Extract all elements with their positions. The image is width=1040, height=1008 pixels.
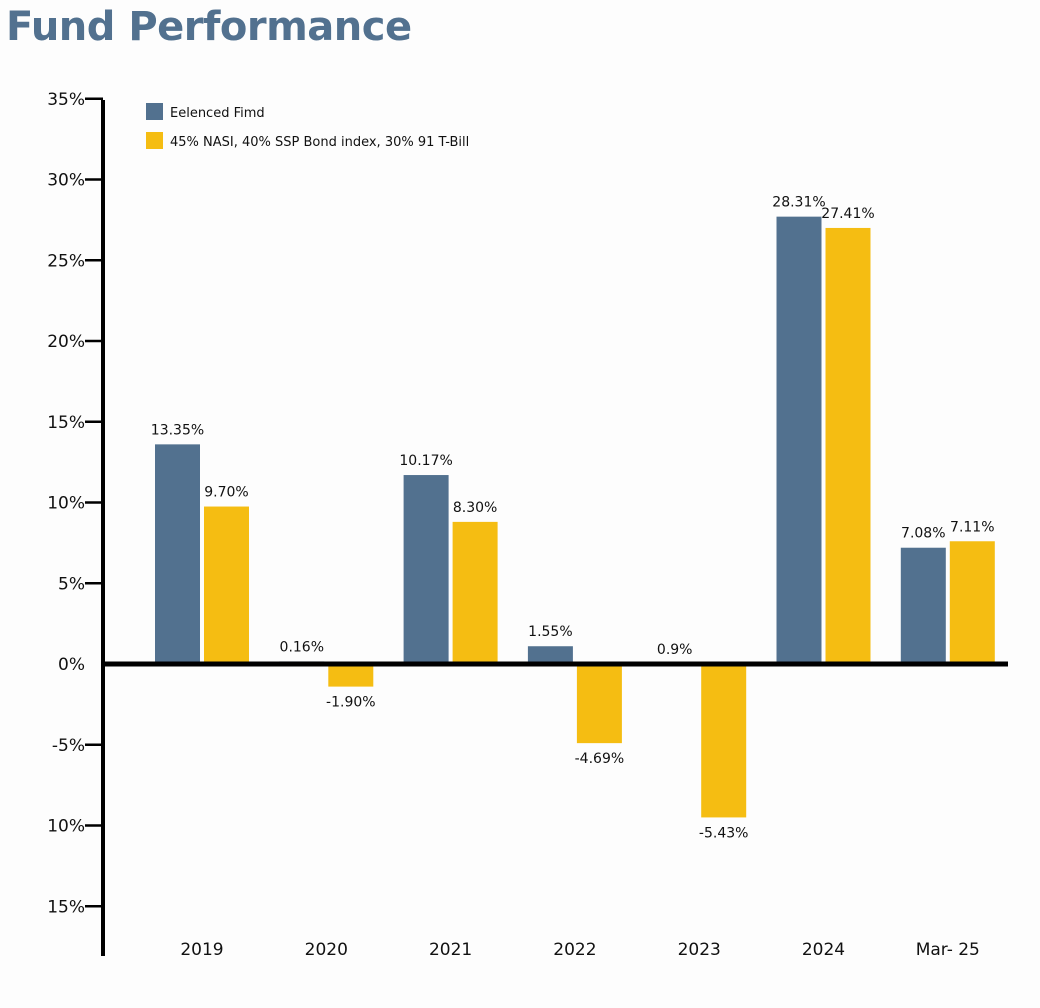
y-tick-label: 20% <box>47 332 85 352</box>
y-tick-label: 5% <box>58 574 85 594</box>
data-label: -5.43% <box>699 825 749 841</box>
data-labels: 13.35% 9.70% 0.16% -1.90% 10.17% 8.30% 1.55% -4… <box>151 195 995 842</box>
bar-benchmark-Mar-25 <box>949 541 995 664</box>
bar-benchmark-2024 <box>825 227 871 664</box>
y-tick-label: 15% <box>47 413 85 433</box>
y-tick-label: 25% <box>47 251 85 271</box>
y-tick-label: 10% <box>47 817 85 837</box>
bar-balanced-fund-Mar-25 <box>900 547 946 664</box>
bar-benchmark-2023 <box>701 664 747 818</box>
y-tick-label: 35% <box>47 90 85 110</box>
x-category-label: 2021 <box>429 940 472 960</box>
y-axis: 35% 30% 25% 20% 15% 10% 5% 0% -5% 10% 15% <box>47 90 105 956</box>
data-label: 27.41% <box>821 206 874 222</box>
bars <box>155 216 995 818</box>
legend-swatch-balanced-fund <box>146 103 163 120</box>
x-category-label: Mar- 25 <box>916 940 980 960</box>
y-tick-label: 0% <box>58 655 85 675</box>
bar-benchmark-2020 <box>328 664 374 687</box>
x-axis: 2019 2020 2021 2022 2023 2024 Mar- 25 <box>101 661 1008 960</box>
x-category-label: 2019 <box>180 940 223 960</box>
data-label: 28.31% <box>772 195 825 211</box>
data-label: 0.16% <box>280 639 324 655</box>
x-category-label: 2024 <box>802 940 845 960</box>
bar-balanced-fund-2022 <box>527 646 573 664</box>
data-label: 7.11% <box>950 519 994 535</box>
data-label: 10.17% <box>399 453 452 469</box>
bar-balanced-fund-2024 <box>776 216 822 664</box>
y-tick-label: -5% <box>52 736 85 756</box>
x-category-label: 2022 <box>553 940 596 960</box>
legend-label-benchmark: 45% NASI, 40% SSP Bond index, 30% 91 T-B… <box>170 135 469 150</box>
legend-swatch-benchmark <box>146 132 163 149</box>
bar-benchmark-2021 <box>452 521 498 664</box>
data-label: -4.69% <box>575 751 625 767</box>
bar-balanced-fund-2021 <box>403 475 449 664</box>
page-title: Fund Performance <box>6 4 412 50</box>
bar-benchmark-2022 <box>576 664 622 744</box>
data-label: 9.70% <box>204 485 248 501</box>
y-tick-label: 30% <box>47 171 85 191</box>
x-category-label: 2023 <box>678 940 721 960</box>
y-tick-label: 10% <box>47 494 85 514</box>
legend-label-balanced-fund: Eelenced Fimd <box>170 106 265 121</box>
x-category-label: 2020 <box>305 940 348 960</box>
data-label: 8.30% <box>453 500 497 516</box>
data-label: 7.08% <box>901 526 945 542</box>
y-tick-label: 15% <box>47 897 85 917</box>
data-label: -1.90% <box>326 695 376 711</box>
bar-benchmark-2019 <box>204 506 249 664</box>
bar-balanced-fund-2019 <box>155 444 200 664</box>
data-label: 13.35% <box>151 422 204 438</box>
data-label: 0.9% <box>657 642 693 658</box>
data-label: 1.55% <box>528 624 572 640</box>
legend: Eelenced Fimd 45% NASI, 40% SSP Bond ind… <box>146 103 469 150</box>
